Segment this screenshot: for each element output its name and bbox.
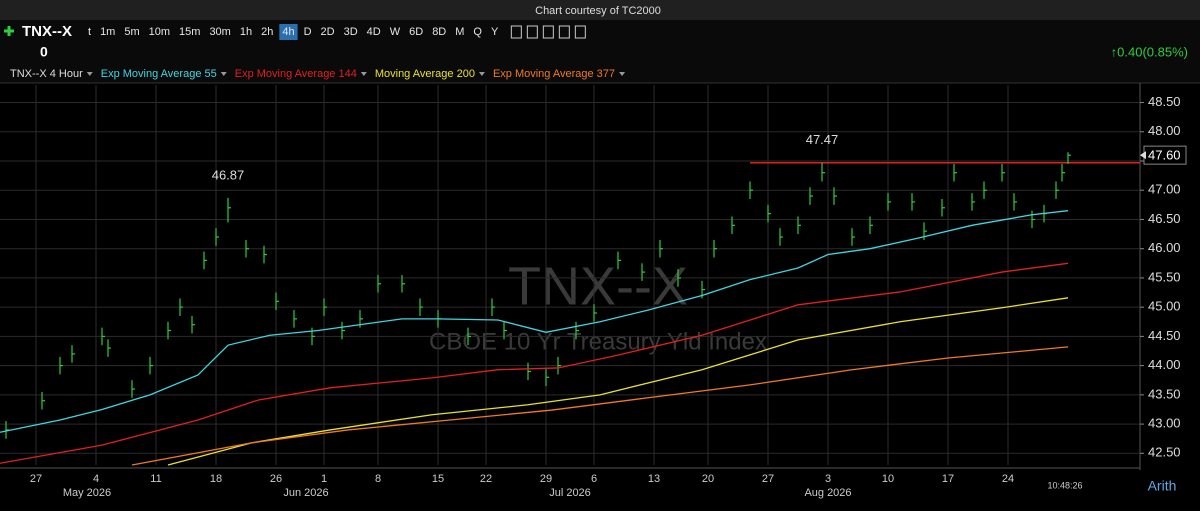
interval[interactable]: W — [390, 26, 401, 38]
clock: 10:48:26 — [1047, 480, 1082, 490]
interval[interactable]: 2D — [321, 26, 335, 38]
legend-dropdown[interactable] — [619, 72, 626, 76]
y-tick-label: 43.00 — [1148, 416, 1181, 431]
x-tick-label: 26 — [270, 473, 282, 485]
quote: 0 — [40, 44, 48, 60]
interval[interactable]: t — [88, 26, 91, 38]
legend-dropdown[interactable] — [360, 72, 367, 76]
x-tick-label: 20 — [702, 473, 714, 485]
add-icon[interactable] — [4, 26, 14, 36]
interval[interactable]: 30m — [209, 26, 230, 38]
interval[interactable]: 1h — [240, 26, 252, 38]
scale-mode[interactable]: Arith — [1148, 478, 1177, 494]
y-tick-label: 46.00 — [1148, 240, 1181, 255]
change: ↑0.40(0.85%) — [1111, 44, 1188, 59]
y-tick-label: 48.50 — [1148, 94, 1181, 109]
legend-entry[interactable]: Moving Average 200 — [375, 68, 475, 80]
symbol[interactable]: TNX--X — [22, 23, 72, 40]
peak-label: 46.87 — [212, 167, 245, 182]
interval[interactable]: 1m — [100, 26, 115, 38]
x-tick-label: 3 — [825, 473, 831, 485]
interval[interactable]: 10m — [149, 26, 170, 38]
interval[interactable]: Q — [473, 26, 482, 38]
legend-entry[interactable]: Exp Moving Average 377 — [493, 68, 615, 80]
interval[interactable]: 15m — [179, 26, 200, 38]
tool-icon[interactable] — [574, 25, 586, 39]
interval[interactable]: D — [304, 26, 312, 38]
x-tick-label: 4 — [93, 473, 99, 485]
interval[interactable]: 3D — [344, 26, 358, 38]
x-tick-label: 29 — [540, 473, 552, 485]
interval[interactable]: M — [455, 26, 464, 38]
x-tick-label: 10 — [882, 473, 894, 485]
month-label: May 2026 — [63, 487, 111, 499]
x-tick-label: 27 — [762, 473, 774, 485]
watermark: TNX--X — [508, 256, 688, 316]
y-tick-label: 48.00 — [1148, 123, 1181, 138]
tool-icon[interactable] — [510, 25, 522, 39]
watermark-subtitle: CBOE 10 Yr Treasury Yld Index — [429, 328, 767, 355]
last-price-pointer — [1140, 151, 1146, 160]
interval[interactable]: 4D — [367, 26, 381, 38]
x-tick-label: 27 — [30, 473, 42, 485]
legend-entry[interactable]: TNX--X 4 Hour — [10, 68, 83, 80]
moving-average — [0, 262, 1069, 464]
moving-average — [131, 346, 1069, 466]
interval[interactable]: 2h — [261, 26, 273, 38]
legend-entry[interactable]: Exp Moving Average 55 — [101, 68, 217, 80]
moving-average — [0, 210, 1069, 433]
legend-dropdown[interactable] — [478, 72, 485, 76]
month-label: Jun 2026 — [283, 487, 328, 499]
y-tick-label: 44.50 — [1148, 328, 1181, 343]
y-tick-label: 42.50 — [1148, 445, 1181, 460]
x-tick-label: 22 — [480, 473, 492, 485]
month-label: Aug 2026 — [804, 487, 851, 499]
x-tick-label: 17 — [942, 473, 954, 485]
interval[interactable]: 6D — [409, 26, 423, 38]
x-tick-label: 13 — [648, 473, 660, 485]
y-tick-label: 46.50 — [1148, 211, 1181, 226]
y-tick-label: 45.00 — [1148, 299, 1181, 314]
peak-label: 47.47 — [806, 132, 839, 147]
title-bar — [0, 0, 1200, 20]
tool-icon[interactable] — [526, 25, 538, 39]
y-tick-label: 45.50 — [1148, 269, 1181, 284]
legend-dropdown[interactable] — [86, 72, 93, 76]
courtesy: Chart courtesy of TC2000 — [535, 5, 661, 17]
interval[interactable]: Y — [491, 26, 499, 38]
tool-icon[interactable] — [558, 25, 570, 39]
x-tick-label: 6 — [591, 473, 597, 485]
moving-average — [167, 297, 1069, 466]
interval[interactable]: 4h — [282, 26, 294, 38]
x-tick-label: 8 — [375, 473, 381, 485]
x-tick-label: 18 — [210, 473, 222, 485]
interval[interactable]: 5m — [124, 26, 139, 38]
y-tick-label: 44.00 — [1148, 357, 1181, 372]
x-tick-label: 24 — [1002, 473, 1014, 485]
legend-dropdown[interactable] — [220, 72, 227, 76]
legend-entry[interactable]: Exp Moving Average 144 — [235, 68, 357, 80]
tool-icon[interactable] — [542, 25, 554, 39]
toolbar-bg — [0, 20, 1200, 83]
y-tick-label: 47.00 — [1148, 182, 1181, 197]
x-tick-label: 15 — [432, 473, 444, 485]
interval-active-bg — [279, 24, 298, 40]
x-tick-label: 11 — [150, 473, 161, 485]
interval[interactable]: 8D — [432, 26, 446, 38]
y-tick-label: 43.50 — [1148, 386, 1181, 401]
last-price-label: 47.60 — [1148, 148, 1181, 163]
month-label: Jul 2026 — [549, 487, 591, 499]
x-tick-label: 1 — [321, 473, 327, 485]
